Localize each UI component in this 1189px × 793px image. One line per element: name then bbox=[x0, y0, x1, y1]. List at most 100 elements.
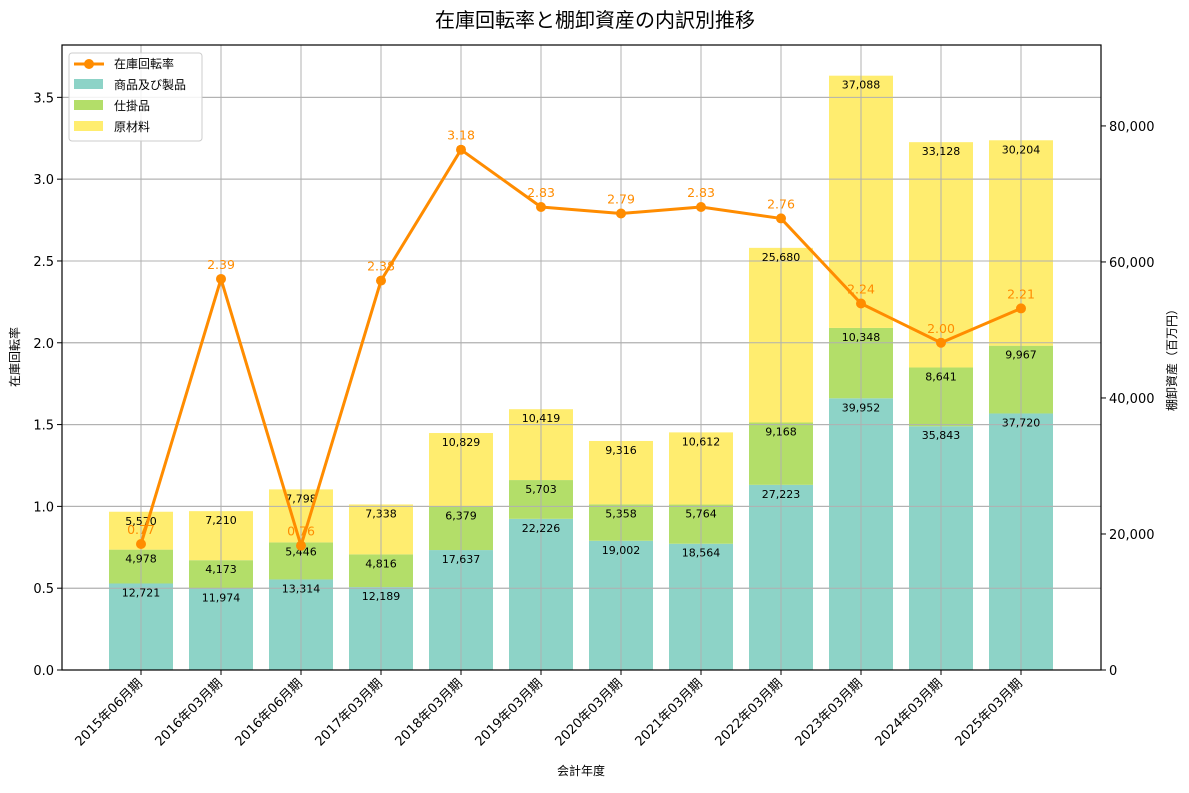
legend-swatch bbox=[74, 79, 103, 89]
x-tick-label: 2016年06月期 bbox=[233, 676, 306, 749]
bar-value-label: 4,978 bbox=[125, 553, 157, 566]
bar-value-label: 5,358 bbox=[605, 507, 637, 520]
turnover-value-label: 2.83 bbox=[527, 185, 555, 200]
y-axis-right-label: 棚卸資産（百万円） bbox=[1164, 303, 1179, 411]
legend-label: 商品及び製品 bbox=[114, 77, 186, 92]
bar-value-label: 7,798 bbox=[285, 492, 317, 505]
bar-value-label: 11,974 bbox=[202, 592, 241, 605]
turnover-marker bbox=[216, 273, 226, 284]
y-right-tick-label: 60,000 bbox=[1109, 256, 1155, 271]
x-tick-label: 2024年03月期 bbox=[873, 676, 946, 749]
bar-value-label: 19,002 bbox=[602, 544, 641, 557]
turnover-value-label: 2.39 bbox=[207, 257, 235, 272]
turnover-marker bbox=[616, 208, 626, 219]
x-tick-label: 2015年06月期 bbox=[73, 676, 146, 749]
y-left-tick-label: 0.5 bbox=[33, 582, 54, 597]
x-tick-label: 2021年03月期 bbox=[633, 676, 706, 749]
bar-value-label: 8,641 bbox=[925, 370, 957, 383]
bar-value-label: 39,952 bbox=[842, 401, 881, 414]
y-left-tick-label: 3.5 bbox=[33, 91, 54, 106]
bar-value-label: 6,379 bbox=[445, 510, 477, 523]
turnover-value-label: 2.76 bbox=[767, 196, 795, 211]
y-right-tick-label: 20,000 bbox=[1109, 528, 1155, 543]
bar-value-label: 9,168 bbox=[765, 426, 797, 439]
bar-value-label: 17,637 bbox=[442, 553, 481, 566]
bar-value-label: 12,721 bbox=[122, 586, 161, 599]
turnover-marker bbox=[856, 298, 866, 309]
turnover-marker bbox=[456, 144, 466, 155]
turnover-value-label: 0.76 bbox=[287, 524, 315, 539]
x-tick-label: 2019年03月期 bbox=[473, 676, 546, 749]
bar-value-label: 37,088 bbox=[842, 79, 881, 92]
turnover-value-label: 3.18 bbox=[447, 128, 475, 143]
x-tick-label: 2018年03月期 bbox=[393, 676, 466, 749]
x-tick-label: 2017年03月期 bbox=[313, 676, 386, 749]
bar-value-label: 7,338 bbox=[365, 507, 397, 520]
y-left-tick-label: 1.0 bbox=[33, 500, 54, 515]
turnover-marker bbox=[376, 275, 386, 286]
bar-value-label: 9,967 bbox=[1005, 349, 1037, 362]
turnover-value-label: 2.24 bbox=[847, 282, 875, 297]
bar-value-label: 25,680 bbox=[762, 251, 801, 264]
bar-value-label: 10,419 bbox=[522, 412, 561, 425]
turnover-value-label: 2.21 bbox=[1007, 286, 1035, 301]
bar-value-label: 12,189 bbox=[362, 590, 401, 603]
y-right-tick-label: 40,000 bbox=[1109, 392, 1155, 407]
y-left-tick-label: 0.0 bbox=[33, 664, 54, 679]
y-right-tick-label: 0 bbox=[1109, 664, 1117, 679]
turnover-value-label: 2.79 bbox=[607, 192, 635, 207]
x-tick-label: 2020年03月期 bbox=[553, 676, 626, 749]
legend-box bbox=[68, 52, 203, 142]
plot-frame bbox=[61, 44, 1102, 671]
bar-value-label: 18,564 bbox=[682, 547, 721, 560]
turnover-value-label: 2.00 bbox=[927, 321, 955, 336]
legend-marker bbox=[84, 59, 94, 69]
y-right-tick-label: 80,000 bbox=[1109, 120, 1155, 135]
turnover-marker bbox=[536, 201, 546, 212]
turnover-marker bbox=[936, 337, 946, 348]
y-left-tick-label: 3.0 bbox=[33, 173, 54, 188]
bar-value-label: 5,764 bbox=[685, 508, 717, 521]
bar-value-label: 37,720 bbox=[1002, 416, 1041, 429]
turnover-marker bbox=[696, 201, 706, 212]
turnover-line-path bbox=[139, 148, 1022, 548]
bar-value-label: 33,128 bbox=[922, 145, 961, 158]
bar-value-label: 35,843 bbox=[922, 429, 961, 442]
turnover-line: 0.77 2.39 0.76 2.38 3.18 2.83 2.79 2.83 2.76 2.24… bbox=[127, 128, 1035, 551]
y-axis-left-label: 在庫回転率 bbox=[7, 327, 22, 387]
bar-value-label: 30,204 bbox=[1002, 143, 1041, 156]
bar-value-label: 27,223 bbox=[762, 488, 801, 501]
turnover-value-label: 2.38 bbox=[367, 259, 395, 274]
legend-label: 在庫回転率 bbox=[114, 56, 174, 71]
bar-value-label: 4,173 bbox=[205, 563, 237, 576]
turnover-marker bbox=[1016, 303, 1026, 314]
bar-value-label: 4,816 bbox=[365, 557, 397, 570]
bar-value-label: 9,316 bbox=[605, 444, 637, 457]
bar-value-label: 10,348 bbox=[842, 331, 881, 344]
turnover-marker bbox=[776, 213, 786, 224]
bar-value-label: 7,210 bbox=[205, 514, 237, 527]
stacked-bars: 12,7214,9785,57011,9744,1737,21013,3145,… bbox=[62, 45, 1101, 671]
legend-label: 原材料 bbox=[114, 120, 150, 134]
x-tick-label: 2023年03月期 bbox=[793, 676, 866, 749]
y-left-tick-label: 1.5 bbox=[33, 419, 54, 434]
turnover-marker bbox=[136, 539, 146, 550]
legend-swatch bbox=[74, 121, 103, 131]
bar-value-label: 5,703 bbox=[525, 483, 557, 496]
turnover-value-label: 2.83 bbox=[687, 185, 715, 200]
y-left-tick-label: 2.5 bbox=[33, 255, 54, 270]
x-axis-label: 会計年度 bbox=[557, 763, 605, 778]
x-tick-label: 2025年03月期 bbox=[953, 676, 1026, 749]
bar-value-label: 10,829 bbox=[442, 436, 481, 449]
x-tick-label: 2016年03月期 bbox=[153, 676, 226, 749]
chart-title: 在庫回転率と棚卸資産の内訳別推移 bbox=[435, 8, 755, 32]
turnover-marker bbox=[296, 540, 306, 551]
turnover-value-label: 0.77 bbox=[127, 522, 155, 537]
bar-value-label: 10,612 bbox=[682, 435, 721, 448]
y-left-tick-label: 2.0 bbox=[33, 337, 54, 352]
legend-swatch bbox=[74, 100, 103, 110]
bar-value-label: 5,446 bbox=[285, 545, 317, 558]
